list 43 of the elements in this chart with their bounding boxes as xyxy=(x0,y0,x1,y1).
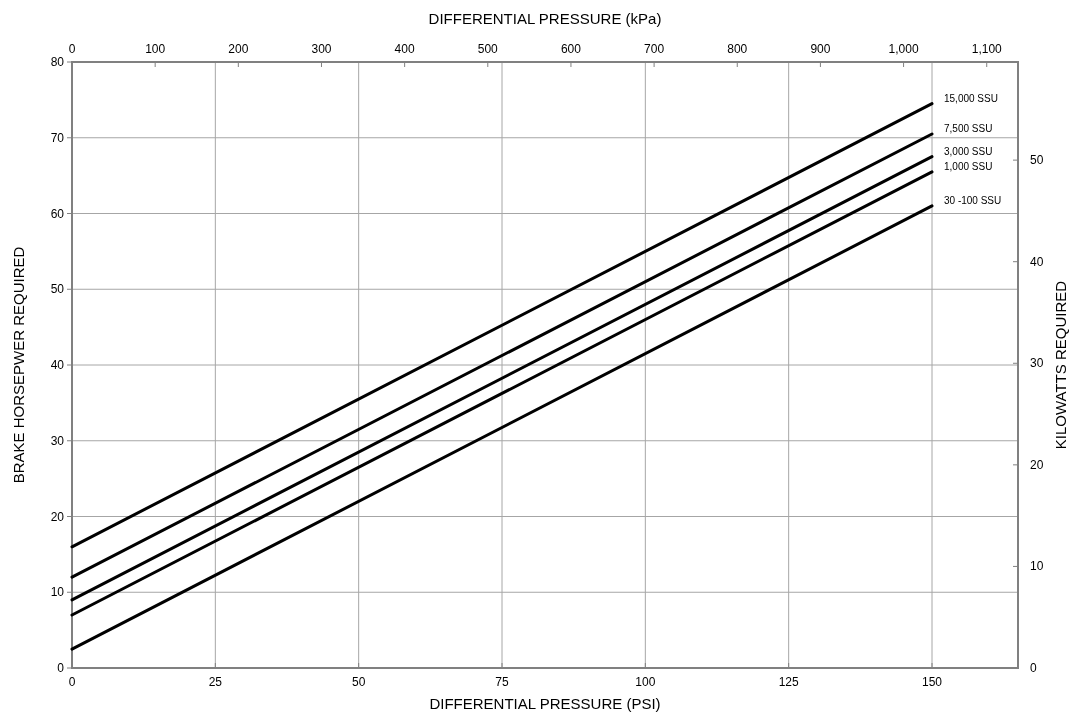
x2-tick-label: 800 xyxy=(727,42,748,56)
y2-tick-label: 10 xyxy=(1030,559,1044,574)
y2-axis-title: KILOWATTS REQUIRED xyxy=(1052,280,1069,450)
x-tick-label: 50 xyxy=(351,675,366,689)
x2-tick-label: 500 xyxy=(477,42,499,56)
y-axis-title: BRAKE HORSEPWER REQUIRED xyxy=(10,246,27,484)
y-tick-label: 70 xyxy=(50,130,65,145)
x-tick-label: 150 xyxy=(921,675,943,689)
x-axis-title: DIFFERENTIAL PRESSURE (PSI) xyxy=(429,695,661,712)
x-tick-label: 0 xyxy=(68,675,76,689)
x-tick-label: 25 xyxy=(208,675,223,689)
y-tick-label: 30 xyxy=(50,433,65,448)
y-tick-label: 50 xyxy=(50,282,65,297)
x2-tick-label: 300 xyxy=(311,42,332,56)
y-tick-label: 60 xyxy=(50,206,65,221)
x2-tick-label: 600 xyxy=(560,42,582,56)
y-tick-label: 10 xyxy=(50,585,65,600)
x2-tick-label: 0 xyxy=(68,42,76,56)
y2-tick-label: 30 xyxy=(1030,356,1044,371)
y2-tick-label: 20 xyxy=(1030,457,1044,472)
series-label: 15,000 SSU xyxy=(944,92,998,104)
x2-tick-label: 100 xyxy=(145,42,166,56)
x-tick-label: 75 xyxy=(495,675,509,689)
x-tick-label: 125 xyxy=(778,675,799,689)
x2-tick-label: 700 xyxy=(644,42,665,56)
y-tick-label: 40 xyxy=(50,358,65,372)
y2-tick-label: 50 xyxy=(1030,153,1044,168)
x2-tick-label: 200 xyxy=(228,42,249,56)
series-label: 7,500 SSU xyxy=(944,122,993,134)
x2-tick-label: 900 xyxy=(810,42,831,56)
y-tick-label: 20 xyxy=(50,509,65,524)
series-label: 30 -100 SSU xyxy=(944,194,1002,206)
y2-tick-label: 0 xyxy=(1030,661,1037,675)
x2-tick-label: 1,100 xyxy=(971,42,1003,56)
x2-axis-title: DIFFERENTIAL PRESSURE (kPa) xyxy=(428,10,662,27)
x2-tick-label: 1,000 xyxy=(888,42,919,56)
x2-tick-label: 400 xyxy=(394,42,415,56)
series-label: 3,000 SSU xyxy=(944,145,993,157)
y-tick-label: 0 xyxy=(57,661,65,675)
y2-tick-label: 40 xyxy=(1030,254,1044,269)
x-tick-label: 100 xyxy=(635,675,656,689)
y-tick-label: 80 xyxy=(50,55,65,69)
series-label: 1,000 SSU xyxy=(944,160,993,172)
